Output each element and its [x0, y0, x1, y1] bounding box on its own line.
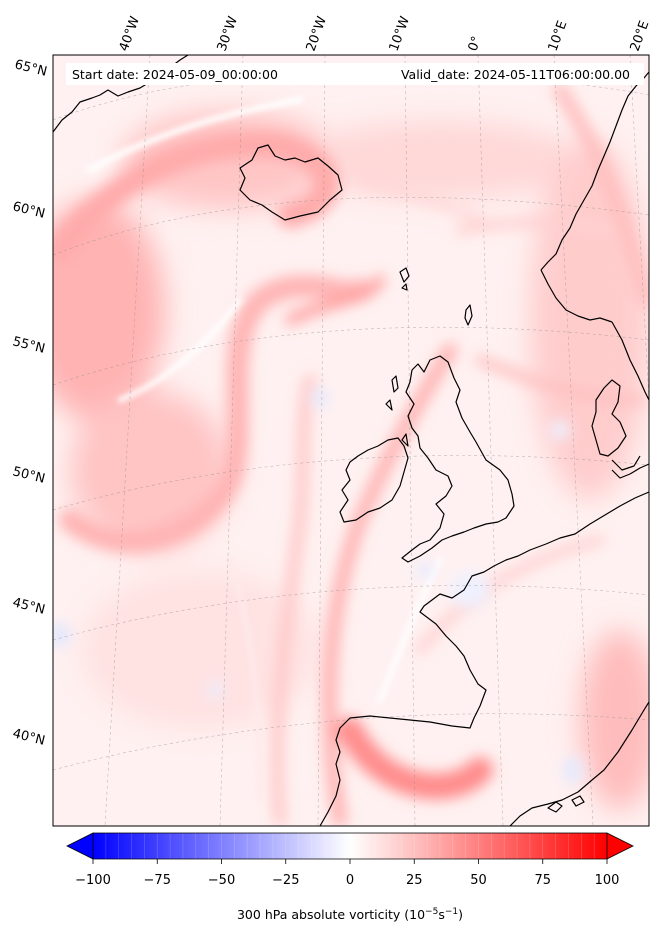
- britain-coast: [401, 355, 515, 563]
- norway-south-coast: [540, 269, 613, 323]
- shetland-coast: [464, 304, 473, 326]
- colorbar-gradient: [93, 833, 607, 859]
- lon-label-20w: 20°W: [304, 14, 330, 53]
- mallorca-coast: [547, 795, 585, 813]
- lat-label-65n: 65°N: [13, 57, 48, 79]
- lat-label-50n: 50°N: [11, 464, 46, 486]
- norway-coast: [540, 71, 649, 271]
- latitude-labels: 65°N 60°N 55°N 50°N 45°N 40°N: [11, 57, 48, 748]
- lat-label-60n: 60°N: [11, 199, 46, 221]
- lat-label-40n: 40°N: [11, 726, 46, 748]
- map-panel: [53, 55, 649, 826]
- colorbar-tick-label: 25: [406, 873, 423, 888]
- colorbar-ticks: −100 −75 −50 −25 0 25 50 75 100: [75, 859, 619, 888]
- france-spain-coast: [319, 491, 649, 826]
- colorbar-tick-label: −100: [75, 873, 111, 888]
- lat-label-55n: 55°N: [11, 334, 46, 356]
- start-date-label: Start date: 2024-05-09_00:00:00: [72, 67, 278, 82]
- hebrides-coast: [385, 375, 409, 447]
- colorbar-level-lines: [105, 833, 595, 859]
- denmark-coast: [591, 379, 641, 471]
- lon-label-0: 0°: [466, 34, 485, 53]
- vorticity-field: [53, 83, 649, 826]
- map-frame: [52, 54, 650, 827]
- colorbar-extend-high: [606, 832, 634, 860]
- lat-label-45n: 45°N: [11, 595, 46, 617]
- coastlines: [53, 55, 649, 826]
- lon-label-10w: 10°W: [387, 14, 413, 53]
- colorbar-tick-label: 100: [595, 873, 620, 888]
- colorbar-tick-label: 0: [346, 873, 354, 888]
- ireland-coast: [339, 437, 409, 523]
- iberia-south-coast: [509, 701, 649, 826]
- faroe-coast: [399, 267, 410, 291]
- graticule: [53, 55, 649, 826]
- lon-label-40w: 40°W: [117, 14, 143, 53]
- iceland-coast: [239, 144, 343, 221]
- longitude-labels: 40°W 30°W 20°W 10°W 0° 10°E 20°E: [117, 14, 653, 53]
- colorbar-tick-label: 50: [470, 873, 487, 888]
- colorbar-label: 300 hPa absolute vorticity (10−5s−1): [237, 907, 463, 922]
- colorbar: −100 −75 −50 −25 0 25 50 75 100 300 hPa absolute…: [66, 832, 634, 922]
- valid-date-label: Valid_date: 2024-05-11T06:00:00.00: [401, 67, 630, 82]
- colorbar-tick-label: 75: [534, 873, 551, 888]
- colorbar-tick-label: −25: [272, 873, 299, 888]
- lon-label-30w: 30°W: [215, 14, 241, 53]
- lon-label-20e: 20°E: [628, 19, 653, 54]
- colorbar-tick-label: −75: [144, 873, 171, 888]
- date-label-background: [66, 63, 644, 85]
- baltic-coast: [611, 321, 649, 479]
- colorbar-tick-label: −50: [208, 873, 235, 888]
- lon-label-10e: 10°E: [546, 19, 571, 54]
- colorbar-extend-low: [66, 832, 94, 860]
